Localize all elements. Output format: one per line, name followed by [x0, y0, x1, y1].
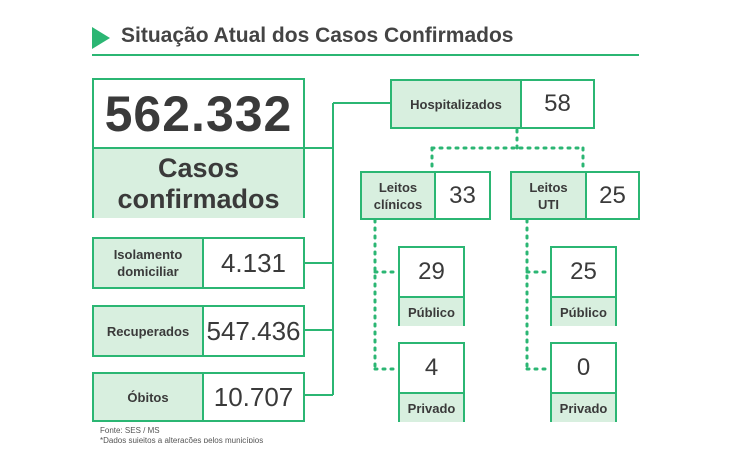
page-title: Situação Atual dos Casos Confirmados — [121, 24, 514, 47]
hospitalized-label: Hospitalizados — [392, 81, 522, 127]
deaths-box: Óbitos 10.707 — [92, 372, 305, 422]
icu-label-line2: UTI — [538, 196, 559, 212]
clinical-public-box: 29 Público — [398, 246, 465, 326]
hospitalized-value: 58 — [544, 90, 571, 117]
header-arrow-icon — [92, 27, 110, 49]
icu-beds-box: Leitos UTI 25 — [510, 171, 640, 220]
total-cases-value: 562.332 — [104, 85, 293, 142]
clinical-beds-box: Leitos clínicos 33 — [360, 171, 491, 220]
clinical-label-line1: Leitos — [378, 179, 418, 195]
source-text: Fonte: SES / MS — [100, 426, 160, 435]
clinical-private-box: 4 Privado — [398, 342, 465, 422]
home-isolation-line1: Isolamento — [113, 247, 183, 262]
icu-beds-value: 25 — [599, 181, 626, 209]
total-label-line1: Casos — [157, 152, 240, 183]
home-isolation-label: Isolamento domiciliar — [94, 239, 204, 287]
icu-public-value: 25 — [570, 258, 597, 285]
footnote-text: *Dados sujeitos a alterações pelos munic… — [100, 436, 264, 443]
home-isolation-line2: domiciliar — [117, 264, 179, 279]
clinical-private-label: Privado — [400, 392, 463, 422]
title-underline — [92, 54, 639, 56]
icu-private-box: 0 Privado — [550, 342, 617, 422]
icu-private-label: Privado — [552, 392, 615, 422]
clinical-beds-label: Leitos clínicos — [362, 173, 436, 218]
icu-private-value: 0 — [576, 354, 591, 381]
hospitalized-box: Hospitalizados 58 — [390, 79, 595, 129]
clinical-public-label: Público — [400, 296, 463, 326]
home-isolation-value: 4.131 — [220, 247, 287, 278]
clinical-label-line2: clínicos — [373, 196, 423, 212]
home-isolation-box: Isolamento domiciliar 4.131 — [92, 237, 305, 289]
icu-public-box: 25 Público — [550, 246, 617, 326]
icu-public-label: Público — [552, 296, 615, 326]
clinical-private-value: 4 — [424, 354, 439, 381]
icu-beds-label: Leitos UTI — [512, 173, 587, 218]
total-cases-label: Casos confirmados — [94, 147, 303, 218]
clinical-public-value: 29 — [418, 258, 445, 285]
clinical-beds-value: 33 — [449, 181, 476, 209]
recovered-value: 547.436 — [206, 315, 301, 346]
deaths-label: Óbitos — [94, 374, 204, 420]
total-label-line2: confirmados — [117, 183, 280, 214]
deaths-value: 10.707 — [213, 381, 294, 412]
total-cases-box: 562.332 Casos confirmados — [92, 78, 305, 218]
icu-label-line1: Leitos — [529, 179, 568, 195]
recovered-label: Recuperados — [94, 307, 204, 355]
recovered-box: Recuperados 547.436 — [92, 305, 305, 357]
